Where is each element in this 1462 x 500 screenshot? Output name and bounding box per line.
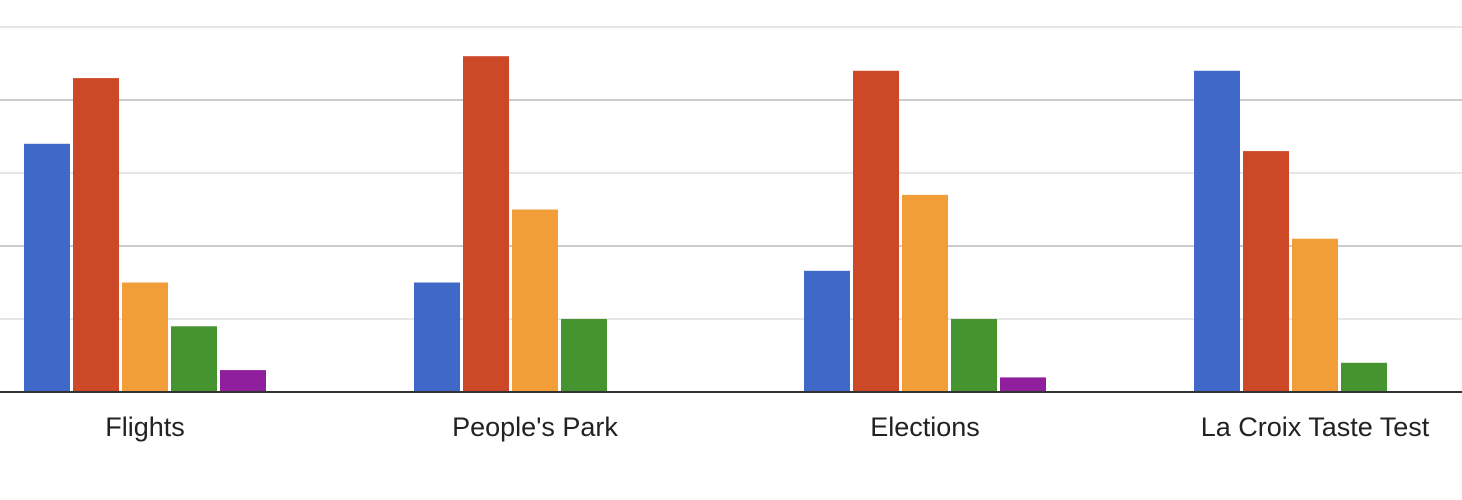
bar-series-4-la-croix-taste-test <box>1341 362 1387 392</box>
bar-series-2-people-s-park <box>463 56 509 392</box>
bar-series-5-elections <box>1000 377 1046 392</box>
gridlines <box>0 26 1462 320</box>
bars <box>24 56 1387 393</box>
bar-series-2-la-croix-taste-test <box>1243 151 1289 392</box>
bar-series-1-la-croix-taste-test <box>1194 70 1240 393</box>
bar-series-3-flights <box>122 282 168 392</box>
bar-series-4-people-s-park <box>561 319 607 392</box>
x-tick-label-elections: Elections <box>870 412 980 442</box>
bar-series-1-flights <box>24 143 70 392</box>
x-axis-labels: Flights People's Park Elections La Croix… <box>105 412 1430 442</box>
x-tick-label-flights: Flights <box>105 412 185 442</box>
bar-series-2-elections <box>853 70 899 393</box>
bar-series-4-elections <box>951 319 997 392</box>
x-tick-label-peoples-park: People's Park <box>452 412 618 442</box>
bar-series-2-flights <box>73 78 119 392</box>
bar-series-3-elections <box>902 194 948 392</box>
bar-series-1-people-s-park <box>414 282 460 392</box>
bar-series-1-elections <box>804 270 850 392</box>
bar-series-3-people-s-park <box>512 209 558 392</box>
x-tick-label-la-croix-taste-test: La Croix Taste Test <box>1201 412 1430 442</box>
bar-series-3-la-croix-taste-test <box>1292 238 1338 392</box>
bar-series-5-flights <box>220 370 266 392</box>
bar-series-4-flights <box>171 326 217 392</box>
